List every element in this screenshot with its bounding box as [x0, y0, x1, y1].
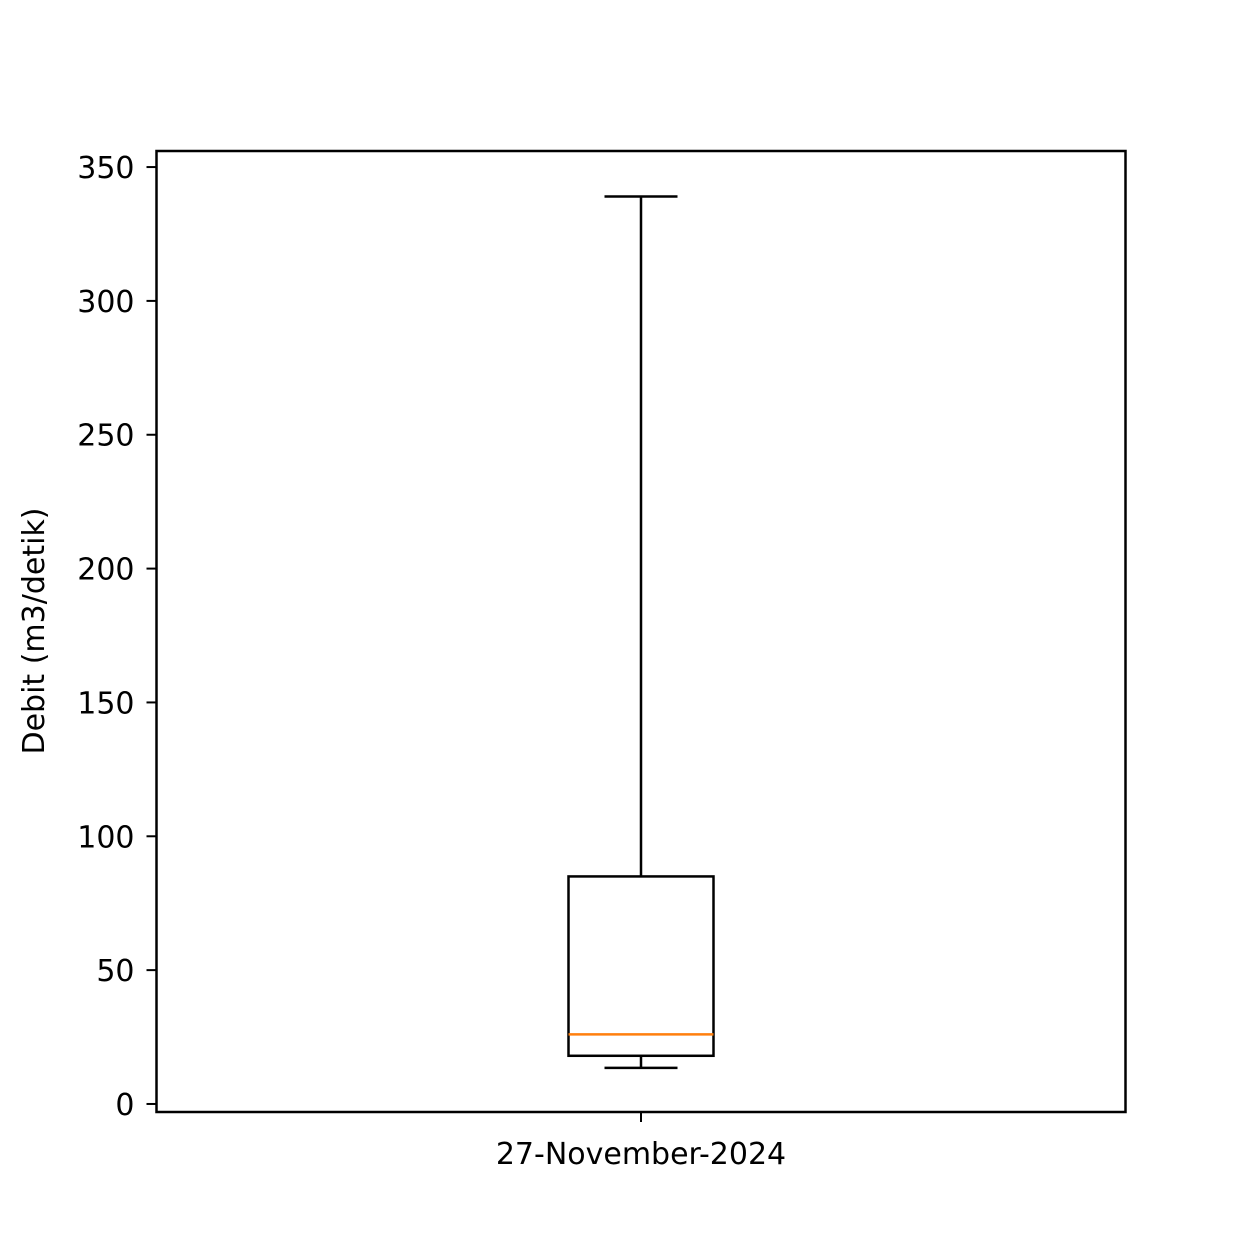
y-axis-title: Debit (m3/detik): [17, 507, 52, 754]
box-plot-group: [567, 195, 715, 1070]
plot-frame: [155, 149, 1127, 1114]
y-tick-label: 150: [77, 686, 134, 721]
x-tick-label: 27-November-2024: [496, 1137, 786, 1172]
iqr-box: [567, 875, 715, 1058]
y-axis: 0 50 100 150 200 250 300 350: [77, 151, 157, 1123]
y-tick-label: 100: [77, 820, 134, 855]
y-tick-label: 300: [77, 285, 134, 320]
y-tick-label: 250: [77, 419, 134, 454]
y-tick-label: 50: [96, 954, 134, 989]
y-tick-label: 200: [77, 553, 134, 588]
y-tick-label: 350: [77, 151, 134, 186]
y-tick-label: 0: [115, 1088, 134, 1123]
x-axis: 27-November-2024: [496, 1112, 786, 1172]
plot-area: [567, 195, 715, 1070]
